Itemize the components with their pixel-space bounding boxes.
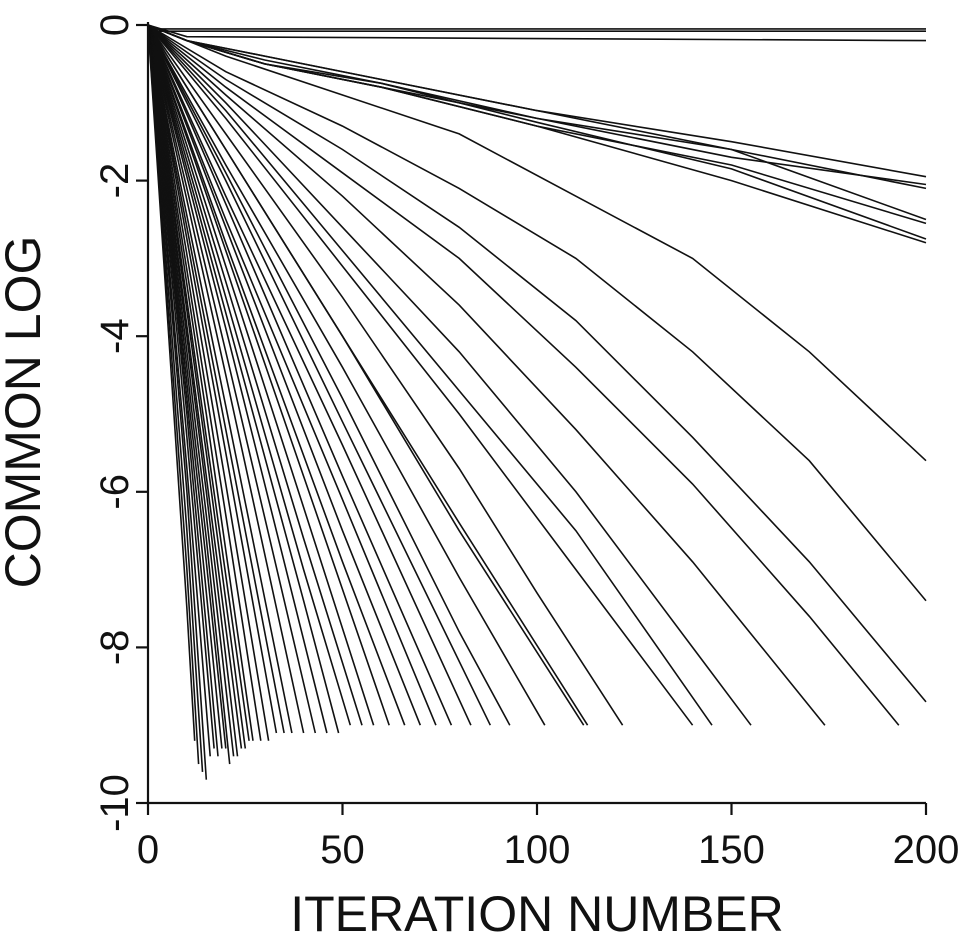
series-line-27 bbox=[147, 24, 437, 726]
x-tick-label: 200 bbox=[893, 828, 960, 872]
series-line-22 bbox=[147, 24, 546, 726]
series-line-29 bbox=[147, 24, 406, 726]
series-line-21 bbox=[147, 24, 585, 726]
series-line-56 bbox=[147, 24, 204, 772]
series-line-34 bbox=[147, 24, 340, 734]
series-line-45 bbox=[147, 24, 247, 749]
series-line-23 bbox=[147, 24, 511, 726]
series-line-3 bbox=[147, 24, 927, 42]
y-axis-ticks: 0 -2 -4 -6 -8 -10 bbox=[93, 14, 148, 832]
series-line-57 bbox=[147, 24, 200, 765]
series-line-49 bbox=[147, 24, 231, 765]
series-line-31 bbox=[147, 24, 375, 726]
y-tick-label: 0 bbox=[93, 14, 137, 36]
y-axis-title: COMMON LOG bbox=[0, 236, 51, 589]
series-line-5 bbox=[147, 24, 927, 186]
y-tick-label: -8 bbox=[93, 630, 137, 666]
series-line-58 bbox=[147, 24, 196, 741]
series-line-19 bbox=[147, 24, 624, 726]
series-line-32 bbox=[147, 24, 363, 726]
series-line-36 bbox=[147, 24, 317, 734]
series-line-48 bbox=[147, 24, 235, 757]
series-line-41 bbox=[147, 24, 270, 741]
series-line-13 bbox=[147, 24, 927, 703]
series-line-42 bbox=[147, 24, 262, 741]
series-line-14 bbox=[147, 24, 900, 726]
series-line-4 bbox=[147, 24, 927, 178]
series-line-39 bbox=[147, 24, 285, 734]
series-line-9 bbox=[147, 24, 927, 190]
x-tick-label: 150 bbox=[698, 828, 765, 872]
y-tick-label: -2 bbox=[93, 163, 137, 199]
series-line-37 bbox=[147, 24, 305, 734]
series-line-17 bbox=[147, 24, 713, 726]
series-line-43 bbox=[147, 24, 254, 741]
series-line-8 bbox=[147, 24, 927, 244]
x-tick-label: 50 bbox=[320, 828, 365, 872]
series-line-24 bbox=[147, 24, 492, 726]
series-line-15 bbox=[147, 24, 826, 726]
series-line-26 bbox=[147, 24, 453, 726]
x-tick-label: 0 bbox=[137, 828, 159, 872]
series-line-16 bbox=[147, 24, 752, 726]
series-line-55 bbox=[147, 24, 208, 780]
y-tick-label: -4 bbox=[93, 318, 137, 354]
series-line-38 bbox=[147, 24, 293, 734]
series-line-40 bbox=[147, 24, 278, 734]
series-group bbox=[147, 24, 927, 780]
series-line-12 bbox=[147, 24, 927, 602]
series-line-18 bbox=[147, 24, 694, 726]
series-line-35 bbox=[147, 24, 328, 734]
y-tick-label: -6 bbox=[93, 474, 137, 510]
series-line-6 bbox=[147, 24, 927, 225]
series-line-47 bbox=[147, 24, 239, 757]
series-line-30 bbox=[147, 24, 390, 726]
series-line-7 bbox=[147, 24, 927, 240]
x-axis-ticks: 0 50 100 150 200 bbox=[137, 803, 960, 872]
series-line-33 bbox=[147, 24, 352, 726]
x-axis-title: ITERATION NUMBER bbox=[290, 886, 784, 942]
series-line-53 bbox=[147, 24, 215, 749]
x-tick-label: 100 bbox=[504, 828, 571, 872]
series-line-25 bbox=[147, 24, 472, 726]
y-tick-label: -10 bbox=[93, 774, 137, 832]
series-line-28 bbox=[147, 24, 422, 726]
series-line-11 bbox=[147, 24, 927, 462]
